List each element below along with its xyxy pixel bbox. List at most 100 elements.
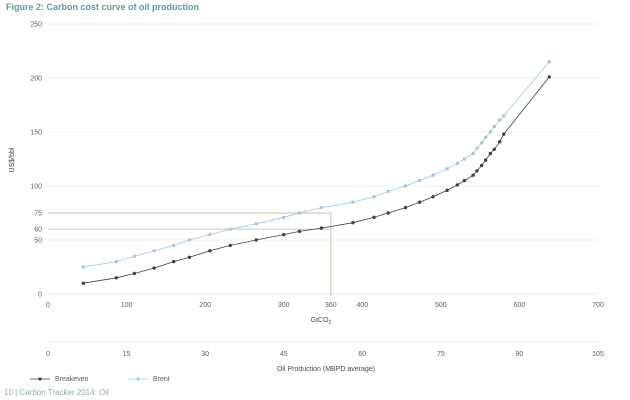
- data-point-brent: [498, 118, 502, 122]
- x-tick-label: 500: [435, 302, 447, 309]
- data-point-breakeven: [208, 249, 212, 253]
- data-point-breakeven: [372, 215, 376, 220]
- series-brent: [81, 60, 551, 269]
- data-point-brent: [475, 146, 479, 150]
- data-point-brent: [208, 232, 212, 237]
- grid-layer: [48, 23, 598, 343]
- data-point-brent: [386, 189, 390, 194]
- y-tick-label: 250: [30, 22, 42, 29]
- data-point-brent: [431, 173, 435, 177]
- data-point-breakeven: [483, 158, 488, 162]
- x-tick-label: 700: [592, 302, 604, 309]
- x-axis-label-subscript: 2: [329, 320, 332, 326]
- data-point-brent: [403, 184, 408, 188]
- x2-tick-label: 105: [592, 351, 604, 358]
- data-point-brent: [152, 249, 156, 253]
- data-point-brent: [471, 151, 475, 156]
- x2-tick-label: 75: [437, 351, 445, 358]
- data-point-breakeven: [228, 243, 232, 248]
- data-point-breakeven: [480, 163, 484, 168]
- x-tick-label: 600: [514, 302, 526, 309]
- y-tick-label: 0: [38, 292, 42, 299]
- data-point-breakeven: [114, 276, 119, 280]
- data-point-breakeven: [132, 271, 137, 276]
- data-point-brent: [132, 254, 137, 258]
- data-point-breakeven: [417, 200, 422, 204]
- data-point-breakeven: [81, 281, 86, 285]
- x-axis-label-main: GtCO: [311, 317, 329, 324]
- x2-tick-label: 90: [516, 351, 524, 358]
- reference-lines: [48, 212, 332, 296]
- x-tick-label: 100: [121, 302, 133, 309]
- data-point-breakeven: [431, 195, 435, 199]
- y-axis-label: US$/bbl: [9, 147, 16, 172]
- legend-item-brent: Brent: [128, 376, 170, 383]
- data-point-breakeven: [488, 151, 493, 156]
- data-point-brent: [417, 178, 422, 183]
- x-tick-label: 0: [46, 302, 50, 309]
- x2-tick-label: 0: [46, 351, 50, 358]
- x-tick-label: 300: [278, 302, 290, 309]
- x-tick-label: 200: [199, 302, 211, 309]
- page-footer: 10 | Carbon Tracker 2014: Oil: [4, 388, 109, 397]
- data-point-brent: [81, 265, 86, 269]
- data-point-breakeven: [386, 211, 390, 215]
- chart-title: Figure 2: Carbon cost curve of oil produ…: [6, 2, 200, 12]
- data-point-breakeven: [547, 75, 551, 79]
- data-point-brent: [114, 259, 119, 264]
- data-point-breakeven: [282, 232, 286, 237]
- data-point-breakeven: [502, 132, 506, 136]
- data-point-breakeven: [254, 238, 258, 242]
- data-point-breakeven: [351, 221, 355, 225]
- x2-axis-label: Oil Production (MBPD average): [277, 366, 375, 373]
- data-point-breakeven: [475, 169, 479, 173]
- data-point-brent: [319, 205, 324, 210]
- data-point-breakeven: [471, 173, 475, 177]
- data-point-breakeven: [498, 140, 502, 144]
- data-point-brent: [462, 157, 467, 161]
- data-point-brent: [480, 141, 484, 145]
- data-point-breakeven: [319, 226, 324, 230]
- data-point-brent: [297, 211, 302, 215]
- x2-tick-label: 15: [123, 351, 131, 358]
- data-point-brent: [445, 167, 449, 171]
- data-point-breakeven: [297, 229, 302, 234]
- data-point-brent: [254, 222, 258, 226]
- data-point-breakeven: [187, 255, 192, 259]
- legend-label-brent: Brent: [153, 376, 170, 383]
- x-tick-label: 400: [356, 302, 368, 309]
- data-point-breakeven: [152, 266, 156, 270]
- y-tick-label: 100: [30, 184, 42, 191]
- legend-marker-brent: [136, 377, 140, 381]
- data-point-brent: [351, 200, 355, 204]
- series-breakeven: [81, 75, 551, 285]
- series-line-brent: [83, 61, 550, 268]
- x-tick-label-highlight: 360: [325, 302, 337, 309]
- data-point-brent: [502, 114, 506, 118]
- y-tick-label: 50: [34, 238, 42, 245]
- data-point-breakeven: [403, 205, 408, 210]
- legend-marker-breakeven: [38, 377, 42, 381]
- data-point-brent: [187, 238, 192, 242]
- x-axis-label: GtCO2: [311, 317, 332, 326]
- legend-label-breakeven: Breakeven: [55, 376, 89, 383]
- data-point-brent: [455, 161, 460, 166]
- x2-tick-label: 30: [201, 351, 209, 358]
- data-point-brent: [483, 135, 488, 140]
- data-point-brent: [228, 227, 232, 231]
- data-point-brent: [172, 243, 176, 248]
- legend: Breakeven Brent: [30, 376, 170, 383]
- x2-tick-label: 45: [280, 351, 288, 358]
- data-point-brent: [547, 60, 551, 64]
- data-point-breakeven: [172, 259, 176, 264]
- series-layer: [81, 60, 551, 285]
- data-point-brent: [488, 130, 493, 134]
- y-tick-label-extra: 60: [34, 227, 42, 234]
- data-point-brent: [492, 124, 496, 129]
- data-point-breakeven: [492, 147, 496, 151]
- data-point-brent: [372, 195, 376, 199]
- y-tick-label-extra: 75: [34, 211, 42, 218]
- x2-tick-label: 60: [358, 351, 366, 358]
